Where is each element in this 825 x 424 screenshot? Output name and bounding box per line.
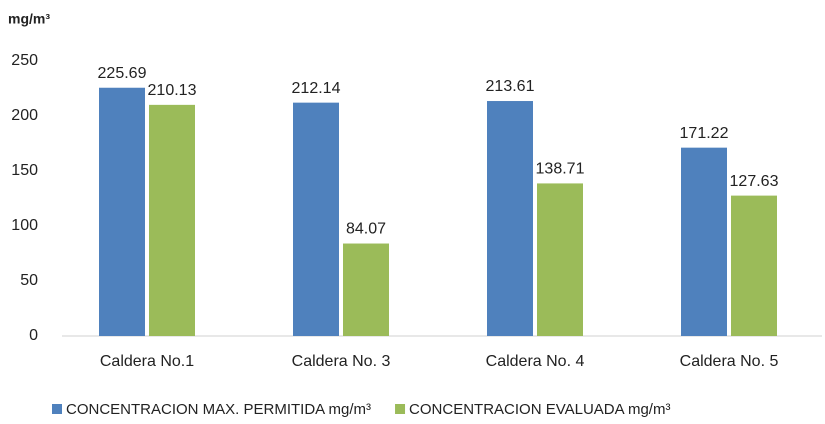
- y-tick-label: 150: [11, 162, 38, 179]
- x-tick-label: Caldera No. 3: [292, 353, 391, 370]
- data-label: 212.14: [292, 80, 341, 97]
- bar: [537, 183, 583, 336]
- bar: [343, 243, 389, 336]
- x-tick-label: Caldera No. 5: [680, 353, 779, 370]
- data-label: 127.63: [730, 173, 779, 190]
- x-tick-label: Caldera No. 4: [486, 353, 585, 370]
- legend-swatch: [395, 404, 406, 414]
- bar: [99, 87, 145, 336]
- y-axis-label: mg/m³: [8, 11, 50, 27]
- data-label: 138.71: [536, 161, 585, 178]
- data-label: 225.69: [98, 65, 147, 82]
- y-tick-label: 50: [20, 272, 38, 289]
- legend-swatch: [52, 404, 62, 414]
- data-label: 213.61: [486, 78, 535, 95]
- x-tick-label: Caldera No.1: [100, 353, 194, 370]
- bar: [293, 102, 339, 337]
- y-tick-label: 250: [11, 52, 38, 69]
- data-label: 84.07: [346, 221, 386, 238]
- y-tick-label: 0: [29, 327, 38, 344]
- legend-label: CONCENTRACION EVALUADA mg/m³: [409, 401, 670, 418]
- bar: [149, 104, 195, 337]
- y-tick-label: 200: [11, 107, 38, 124]
- bar: [487, 101, 533, 337]
- legend-label: CONCENTRACION MAX. PERMITIDA mg/m³: [66, 401, 371, 418]
- data-label: 171.22: [680, 125, 729, 142]
- y-tick-label: 100: [11, 217, 38, 234]
- data-label: 210.13: [148, 82, 197, 99]
- bar: [681, 147, 727, 336]
- bar: [731, 195, 777, 336]
